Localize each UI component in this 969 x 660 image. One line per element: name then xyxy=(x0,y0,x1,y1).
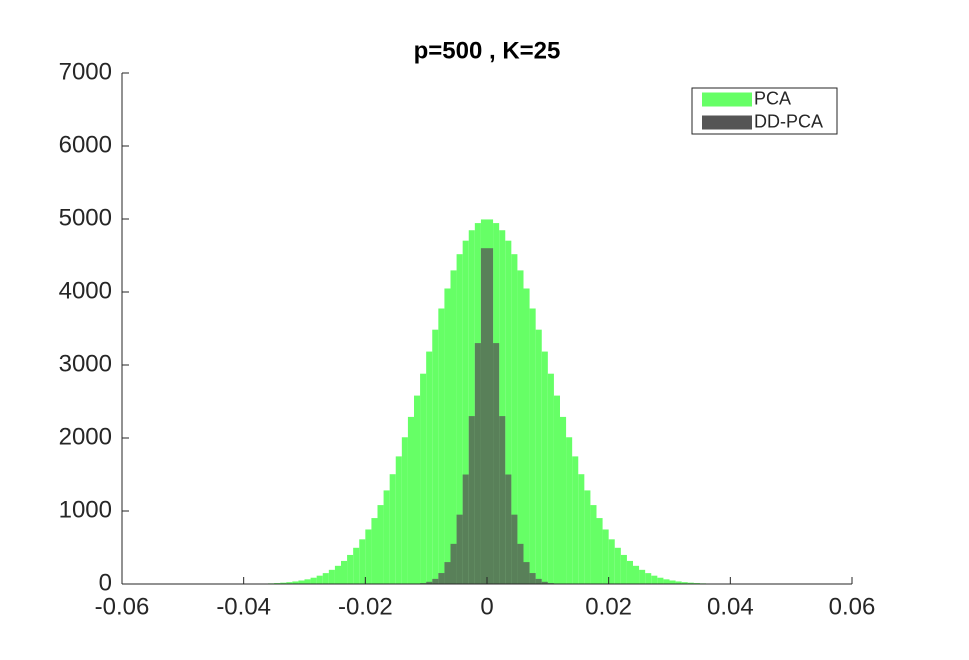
histogram-bar xyxy=(536,330,542,584)
y-tick-label: 0 xyxy=(99,569,112,596)
histogram-bar xyxy=(451,544,457,584)
histogram-bar xyxy=(621,555,627,584)
histogram-bar xyxy=(384,490,390,584)
histogram-bar xyxy=(444,562,450,584)
x-tick-label: 0.06 xyxy=(829,593,876,620)
histogram-bar xyxy=(542,352,548,584)
histogram-bar xyxy=(584,490,590,584)
y-tick-label: 7000 xyxy=(59,58,112,85)
histogram-bar xyxy=(572,456,578,584)
histogram-bar xyxy=(426,352,432,584)
x-tick-label: -0.04 xyxy=(216,593,271,620)
histogram-bar xyxy=(517,270,523,584)
histogram-bar xyxy=(414,396,420,584)
histogram-bar xyxy=(390,474,396,584)
histogram-bar xyxy=(353,548,359,584)
histogram-bar xyxy=(499,416,505,584)
histogram-bar xyxy=(305,579,311,584)
x-tick-label: -0.02 xyxy=(338,593,393,620)
histogram-bar xyxy=(615,548,621,584)
histogram-bar xyxy=(633,566,639,584)
histogram-bar xyxy=(578,474,584,584)
legend-swatch xyxy=(702,116,752,130)
histogram-bar xyxy=(481,248,487,584)
y-tick-label: 4000 xyxy=(59,277,112,304)
histogram-bar xyxy=(524,288,530,584)
y-tick-label: 5000 xyxy=(59,204,112,231)
histogram-bar xyxy=(317,576,323,584)
histogram-bar xyxy=(298,580,304,584)
chart-title: p=500 , K=25 xyxy=(414,37,561,64)
histogram-bar xyxy=(359,539,365,584)
x-tick-label: 0 xyxy=(480,593,493,620)
histogram-bar xyxy=(396,456,402,584)
histogram-bar xyxy=(463,475,469,585)
histogram-bar xyxy=(323,573,329,584)
histogram-bar xyxy=(341,561,347,584)
histogram-bar xyxy=(554,396,560,584)
histogram-bar xyxy=(536,579,542,584)
histogram-bar xyxy=(530,573,536,584)
histogram-bar xyxy=(432,330,438,584)
histogram-bar xyxy=(469,416,475,584)
histogram-bar xyxy=(530,308,536,584)
histogram-bar xyxy=(335,566,341,584)
histogram-bar xyxy=(609,539,615,584)
histogram-bar xyxy=(517,544,523,584)
histogram-bar xyxy=(432,579,438,584)
histogram-bar xyxy=(475,343,481,584)
histogram-bar xyxy=(603,529,609,584)
x-tick-label: 0.02 xyxy=(585,593,632,620)
histogram-bar xyxy=(651,576,657,584)
histogram-bar xyxy=(657,578,663,584)
histogram-bar xyxy=(627,561,633,584)
y-tick-label: 3000 xyxy=(59,350,112,377)
histogram-bar xyxy=(420,374,426,584)
histogram-bar xyxy=(438,308,444,584)
histogram-bar xyxy=(347,555,353,584)
histogram-bar xyxy=(371,518,377,584)
histogram-bar xyxy=(511,515,517,584)
histogram-bar xyxy=(311,578,317,584)
histogram-bar xyxy=(548,374,554,584)
y-tick-label: 1000 xyxy=(59,496,112,523)
legend-label: DD-PCA xyxy=(754,111,823,131)
histogram-bar xyxy=(590,505,596,584)
histogram-bar xyxy=(493,343,499,584)
histogram-bar xyxy=(663,579,669,584)
legend-label: PCA xyxy=(754,88,791,108)
histogram-bar xyxy=(444,288,450,584)
histogram-bar xyxy=(670,580,676,584)
histogram-bar xyxy=(329,570,335,584)
y-tick-label: 6000 xyxy=(59,131,112,158)
histogram-bar xyxy=(451,270,457,584)
x-tick-label: -0.06 xyxy=(95,593,150,620)
histogram-bar xyxy=(402,437,408,584)
legend-swatch xyxy=(702,93,752,107)
histogram-bar xyxy=(566,437,572,584)
histogram-bar xyxy=(408,417,414,584)
histogram-bar xyxy=(365,529,371,584)
histogram-bar xyxy=(597,518,603,584)
histogram-bar xyxy=(487,248,493,584)
y-tick-label: 2000 xyxy=(59,423,112,450)
histogram-bar xyxy=(645,573,651,584)
histogram-bar xyxy=(438,573,444,584)
histogram-bar xyxy=(378,505,384,584)
histogram-bar xyxy=(524,562,530,584)
histogram-bar xyxy=(639,570,645,584)
histogram-bar xyxy=(560,417,566,584)
histogram-bar xyxy=(505,475,511,585)
histogram-bar xyxy=(457,515,463,584)
x-tick-label: 0.04 xyxy=(707,593,754,620)
